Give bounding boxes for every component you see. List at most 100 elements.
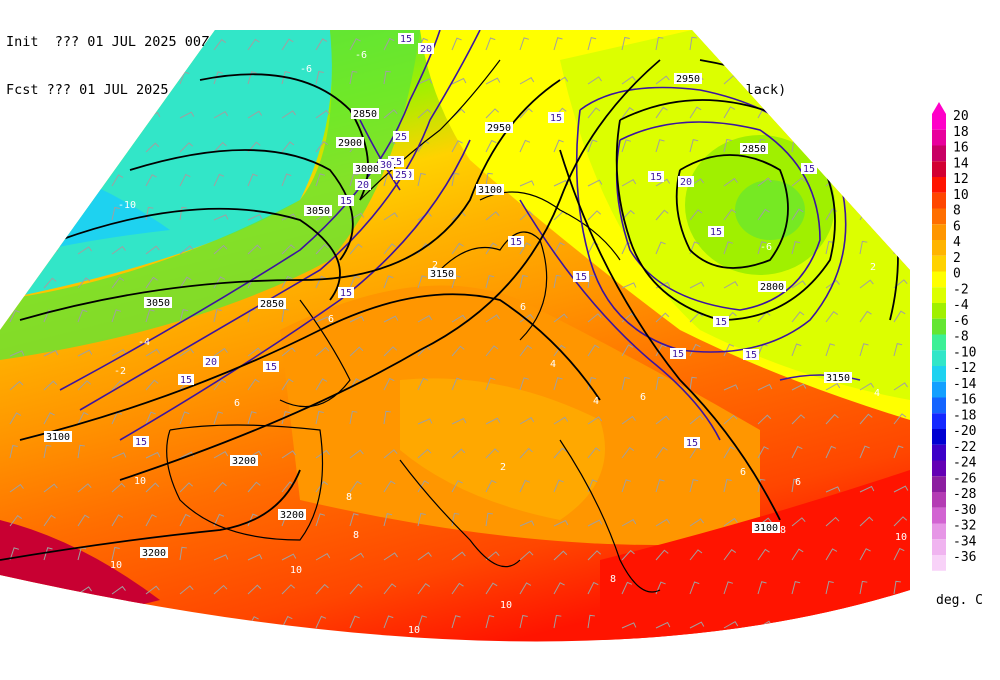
wind-barb: [383, 109, 398, 119]
legend-level-label: -10: [953, 345, 976, 360]
temp-label: 6: [328, 314, 334, 325]
wind-barb: [451, 615, 461, 629]
wind-barb: [587, 447, 601, 459]
wind-barb: [247, 308, 256, 323]
wind-barb: [723, 621, 739, 629]
wind-barb: [655, 549, 669, 561]
wind-barb: [179, 513, 191, 527]
wind-barb: [43, 547, 53, 561]
wind-barb: [111, 349, 127, 357]
wind-barb: [111, 379, 125, 391]
wind-label: 15: [650, 172, 662, 183]
wind-barb: [485, 479, 497, 493]
wind-barb: [281, 141, 295, 153]
wind-barb: [859, 240, 868, 255]
wind-label: 15: [715, 317, 727, 328]
legend-level-label: -18: [953, 408, 976, 423]
wind-barb: [43, 277, 57, 289]
wind-barb: [383, 377, 395, 391]
legend-level-label: -16: [953, 393, 976, 408]
wind-barb: [621, 179, 637, 187]
wind-barb: [519, 377, 530, 391]
wind-barb: [825, 240, 834, 255]
legend-swatch: [932, 303, 946, 319]
legend-level-label: 2: [953, 251, 961, 266]
wind-barb: [349, 212, 365, 221]
wind-barb: [825, 516, 840, 527]
wind-barb: [315, 316, 331, 323]
wind-label: 15: [745, 350, 757, 361]
wind-barb: [859, 548, 871, 561]
wind-barb: [213, 111, 229, 119]
label-background: [338, 287, 354, 298]
wind-barb: [519, 417, 535, 425]
wind-barb: [621, 209, 635, 221]
wind-label: 15: [686, 438, 698, 449]
wind-label: 20: [205, 357, 217, 368]
wind-barb: [213, 308, 222, 323]
temp-label: 2: [500, 462, 506, 473]
legend-level-label: -34: [953, 534, 977, 549]
wind-barb: [315, 141, 329, 153]
wind-barb: [621, 107, 635, 119]
wind-label: 20: [680, 177, 692, 188]
wind-barb: [519, 520, 535, 527]
height-label: 2850: [260, 299, 284, 310]
wind-barb: [451, 448, 466, 459]
legend-swatch: [932, 350, 946, 366]
wind-barb: [281, 38, 294, 51]
temp-label: 10: [290, 565, 302, 576]
wind-barb: [213, 71, 224, 85]
wind-barb: [315, 243, 329, 255]
label-background: [353, 163, 381, 174]
wind-barb: [9, 350, 25, 357]
wind-barb: [383, 552, 398, 561]
wind-barb: [179, 546, 187, 561]
legend-swatch: [932, 429, 946, 445]
label-background: [140, 547, 168, 558]
wind-contours: [59, 30, 861, 441]
temp-label: 8: [346, 492, 352, 503]
wind-barb: [655, 621, 671, 629]
label-background: [203, 356, 219, 367]
wind-barb: [723, 241, 734, 255]
wind-barb: [111, 482, 126, 493]
wind-barb: [689, 241, 700, 255]
height-label: 3100: [46, 432, 70, 443]
wind-barb: [451, 480, 463, 493]
wind-barb: [655, 241, 666, 255]
height-label: 2800: [760, 282, 784, 293]
label-background: [338, 195, 354, 206]
label-background: [398, 33, 414, 44]
legend-swatch: [932, 366, 946, 382]
label-background: [393, 169, 409, 180]
wind-barb: [349, 513, 359, 527]
wind-barb: [723, 177, 738, 187]
wind-barb: [757, 548, 770, 561]
legend-swatch: [932, 334, 946, 351]
wind-barb: [723, 281, 739, 289]
legend-swatch: [932, 192, 946, 209]
label-background: [278, 509, 306, 520]
wind-barb: [689, 281, 705, 289]
wind-barb: [281, 244, 296, 255]
wind-barb: [9, 380, 24, 391]
temp-label: 2: [432, 260, 438, 271]
wind-barb: [757, 581, 767, 595]
wind-label: 15: [400, 34, 412, 45]
temp-label: -4: [138, 337, 150, 348]
temp-label: 10: [408, 625, 420, 636]
legend-swatch: [932, 539, 946, 555]
wind-barb: [689, 581, 700, 595]
wind-barb: [689, 621, 705, 629]
wind-barb: [111, 546, 120, 561]
wind-barb: [553, 274, 562, 289]
wind-barb: [893, 279, 908, 289]
wind-barb: [621, 581, 633, 595]
wind-barb: [519, 107, 533, 119]
temp-label: -4: [890, 62, 902, 73]
wind-barb: [553, 479, 564, 493]
wind-barb: [689, 343, 701, 357]
legend-level-label: 8: [953, 204, 961, 219]
wind-barb: [485, 512, 493, 527]
